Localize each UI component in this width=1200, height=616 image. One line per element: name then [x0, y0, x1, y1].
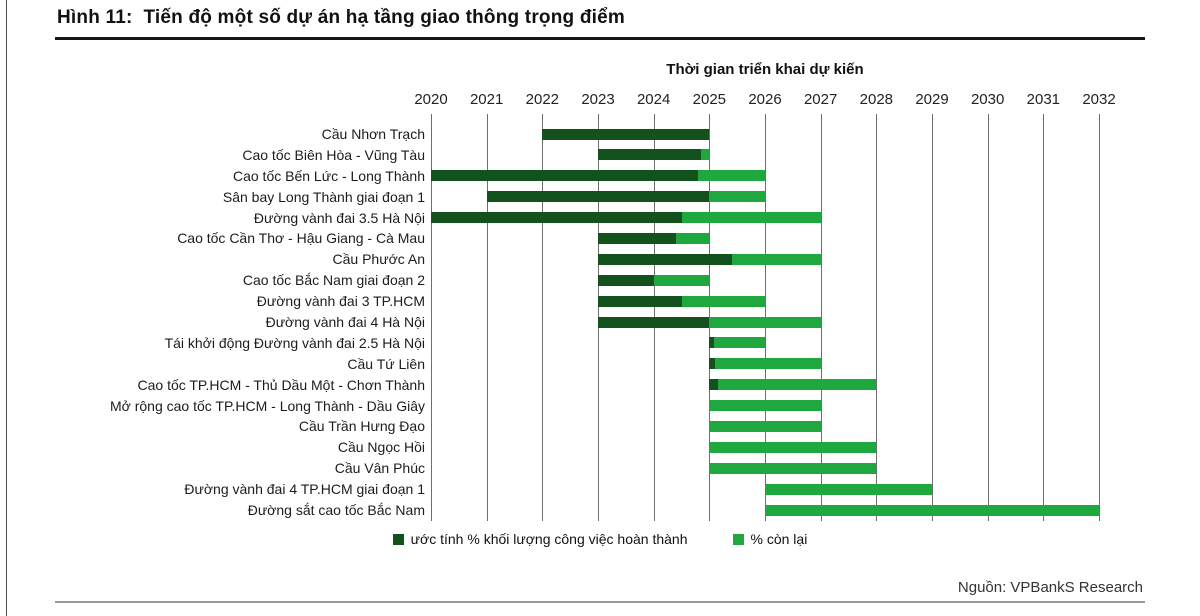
gantt-bar-remaining — [700, 149, 710, 161]
project-label: Cầu Trần Hưng Đạo — [298, 418, 425, 435]
project-label: Cầu Ngọc Hồi — [337, 439, 425, 456]
gantt-bar-remaining — [681, 212, 821, 224]
year-tick-label: 2028 — [859, 91, 894, 108]
plot-area — [431, 114, 1100, 521]
gantt-bar-done — [709, 337, 715, 349]
gantt-bar-done — [709, 358, 715, 370]
page-left-border — [6, 0, 7, 616]
gantt-bar-remaining — [709, 441, 877, 453]
year-tick-label: 2031 — [1026, 91, 1061, 108]
gantt-bar-done — [598, 316, 710, 328]
year-gridline — [486, 114, 488, 521]
year-gridline — [987, 114, 989, 521]
gantt-bar-done — [431, 212, 682, 224]
year-tick-label: 2032 — [1082, 91, 1116, 108]
project-label: Cầu Tứ Liên — [347, 355, 425, 372]
gantt-bar-done — [598, 149, 701, 161]
gantt-bar-remaining — [714, 358, 821, 370]
project-label: Cao tốc Cần Thơ - Hậu Giang - Cà Mau — [177, 230, 425, 247]
year-gridline — [876, 114, 878, 521]
legend-label: ước tính % khối lượng công việc hoàn thà… — [410, 531, 688, 547]
year-tick-label: 2023 — [581, 91, 615, 108]
gantt-bar-remaining — [765, 504, 1099, 516]
gantt-bar-done — [598, 253, 732, 265]
project-label: Cầu Phước An — [332, 251, 426, 268]
gantt-bar-remaining — [709, 191, 765, 203]
source-note: Nguồn: VPBankS Research — [957, 579, 1143, 596]
gantt-bar-remaining — [765, 483, 932, 495]
year-gridline — [542, 114, 544, 521]
project-label: Mở rộng cao tốc TP.HCM - Long Thành - Dầ… — [110, 397, 425, 414]
gantt-bar-remaining — [709, 400, 821, 412]
project-label: Cao tốc TP.HCM - Thủ Dầu Một - Chơn Thàn… — [137, 376, 426, 393]
project-label: Đường vành đai 3.5 Hà Nội — [253, 209, 425, 226]
legend-item: ước tính % khối lượng công việc hoàn thà… — [392, 531, 688, 547]
gantt-bar-done — [598, 232, 676, 244]
year-tick-label: 2027 — [803, 91, 838, 108]
year-gridline — [820, 114, 822, 521]
year-tick-label: 2029 — [915, 91, 949, 108]
year-gridline — [932, 114, 933, 521]
project-label: Sân bay Long Thành giai đoạn 1 — [222, 188, 425, 205]
year-tick-label: 2024 — [636, 91, 671, 108]
gantt-bar-remaining — [675, 232, 710, 244]
legend-swatch — [392, 533, 404, 545]
gantt-bar-remaining — [709, 462, 877, 474]
gantt-bar-remaining — [681, 295, 765, 307]
project-label: Đường sắt cao tốc Bắc Nam — [247, 502, 425, 519]
year-gridline — [1099, 114, 1100, 521]
gantt-bar-done — [431, 170, 699, 182]
legend-swatch — [732, 533, 744, 545]
gantt-bar-remaining — [653, 274, 710, 286]
year-tick-label: 2026 — [748, 91, 782, 108]
figure-title: Hình 11: Tiến độ một số dự án hạ tầng gi… — [57, 7, 625, 28]
title-underline — [55, 37, 1145, 40]
project-label: Cao tốc Bến Lức - Long Thành — [232, 167, 425, 184]
project-label: Cầu Nhơn Trạch — [321, 126, 425, 142]
project-label: Đường vành đai 4 Hà Nội — [265, 314, 425, 330]
project-label: Cao tốc Bắc Nam giai đoạn 2 — [242, 272, 425, 289]
gantt-bar-done — [598, 295, 682, 307]
gantt-bar-remaining — [731, 253, 821, 265]
year-tick-label: 2021 — [469, 91, 504, 108]
project-label: Đường vành đai 4 TP.HCM giai đoạn 1 — [184, 481, 425, 498]
gantt-bar-remaining — [709, 420, 821, 432]
gantt-bar-remaining — [709, 316, 821, 328]
x-axis-title: Thời gian triển khai dự kiến — [666, 61, 864, 78]
legend: ước tính % khối lượng công việc hoàn thà… — [0, 531, 1200, 547]
gantt-bar-done — [542, 128, 710, 140]
year-tick-label: 2030 — [970, 91, 1005, 108]
legend-label: % còn lại — [750, 531, 808, 547]
gantt-bar-remaining — [717, 379, 877, 391]
project-label: Đường vành đai 3 TP.HCM — [256, 293, 425, 310]
year-tick-label: 2025 — [692, 91, 727, 108]
gantt-bar-done — [486, 191, 710, 203]
year-tick-label: 2022 — [525, 91, 560, 108]
project-label: Tái khởi động Đường vành đai 2.5 Hà Nội — [164, 334, 425, 351]
gantt-bar-done — [598, 274, 654, 286]
year-tick-label: 2020 — [414, 91, 448, 108]
gantt-bar-remaining — [698, 170, 765, 182]
page-bottom-border — [55, 601, 1145, 603]
gantt-bar-remaining — [714, 337, 765, 349]
year-gridline — [431, 114, 432, 521]
project-label: Cầu Vân Phúc — [334, 460, 425, 477]
legend-item: % còn lại — [732, 531, 808, 547]
gantt-bar-done — [709, 379, 718, 391]
year-gridline — [1043, 114, 1045, 521]
project-label: Cao tốc Biên Hòa - Vũng Tàu — [242, 146, 425, 163]
